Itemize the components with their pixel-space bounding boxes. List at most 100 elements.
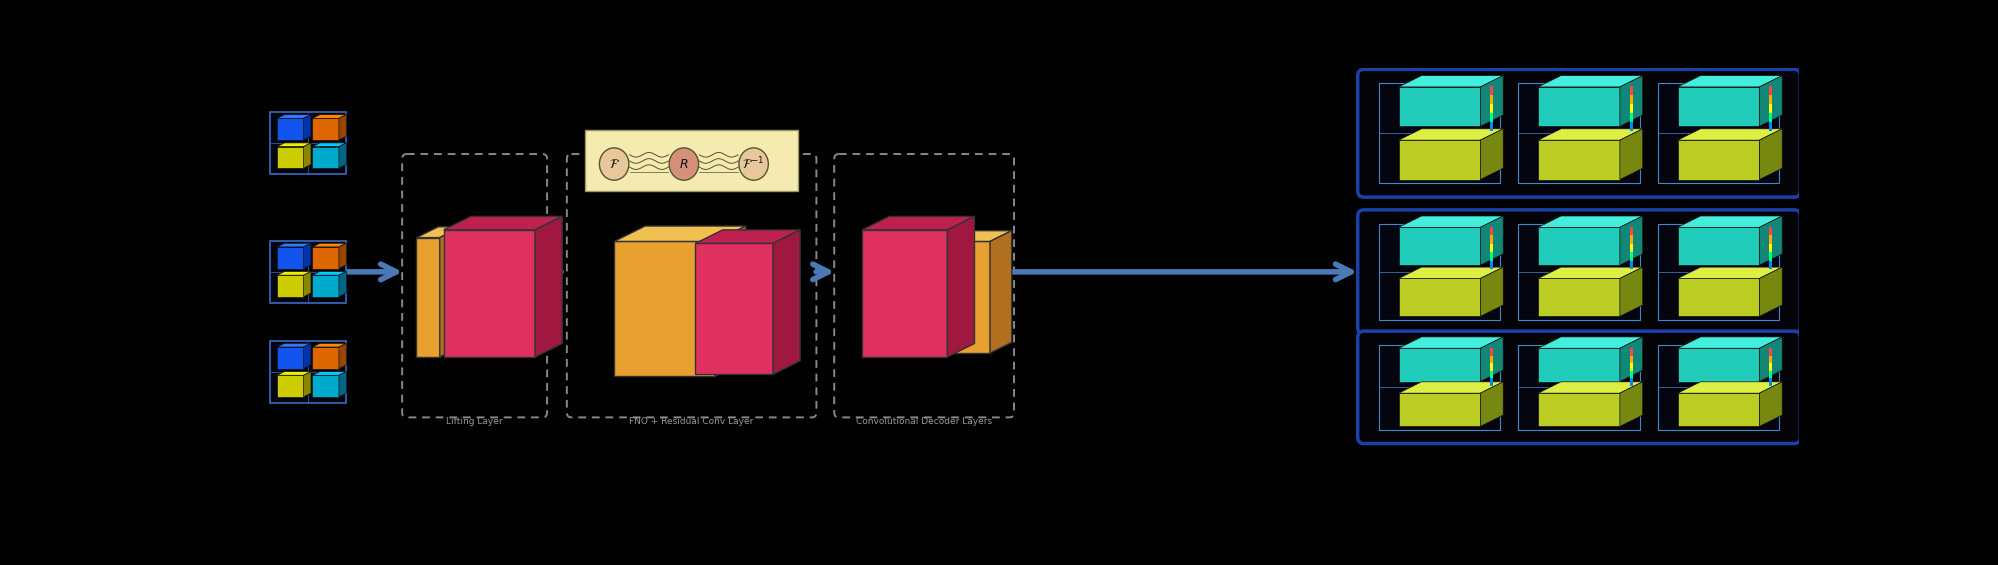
FancyBboxPatch shape [1628, 113, 1632, 122]
Polygon shape [1536, 267, 1642, 279]
FancyBboxPatch shape [1628, 378, 1632, 385]
FancyBboxPatch shape [1491, 253, 1493, 261]
Polygon shape [312, 247, 340, 268]
Polygon shape [1676, 216, 1782, 227]
Polygon shape [304, 344, 312, 368]
Text: $\mathcal{F}$: $\mathcal{F}$ [607, 158, 619, 171]
FancyBboxPatch shape [1628, 227, 1632, 236]
FancyBboxPatch shape [1516, 345, 1638, 430]
FancyBboxPatch shape [1628, 355, 1632, 363]
FancyBboxPatch shape [1656, 83, 1778, 183]
FancyBboxPatch shape [1768, 253, 1772, 261]
FancyBboxPatch shape [270, 112, 346, 174]
Polygon shape [278, 115, 312, 118]
Polygon shape [1758, 337, 1782, 381]
Polygon shape [278, 247, 304, 268]
Polygon shape [278, 244, 312, 247]
Polygon shape [340, 115, 346, 140]
FancyBboxPatch shape [1628, 244, 1632, 253]
Polygon shape [773, 230, 799, 374]
FancyBboxPatch shape [1491, 122, 1493, 131]
Polygon shape [304, 115, 312, 140]
FancyBboxPatch shape [1491, 113, 1493, 122]
FancyBboxPatch shape [1379, 83, 1500, 183]
Polygon shape [1536, 140, 1618, 180]
Polygon shape [1618, 216, 1642, 265]
FancyBboxPatch shape [1768, 348, 1772, 355]
Polygon shape [278, 372, 312, 375]
FancyBboxPatch shape [270, 341, 346, 403]
Polygon shape [1676, 279, 1758, 316]
FancyBboxPatch shape [1628, 95, 1632, 104]
Polygon shape [1676, 393, 1758, 427]
FancyBboxPatch shape [1768, 122, 1772, 131]
FancyBboxPatch shape [1491, 227, 1493, 236]
Polygon shape [1676, 140, 1758, 180]
FancyBboxPatch shape [1491, 355, 1493, 363]
FancyBboxPatch shape [1516, 83, 1638, 183]
Polygon shape [1758, 382, 1782, 427]
FancyBboxPatch shape [1628, 371, 1632, 378]
Polygon shape [1399, 337, 1502, 348]
Polygon shape [1618, 382, 1642, 427]
Polygon shape [1618, 129, 1642, 180]
Polygon shape [1481, 76, 1502, 127]
Polygon shape [1399, 267, 1502, 279]
Polygon shape [312, 146, 340, 168]
FancyBboxPatch shape [1768, 244, 1772, 253]
Polygon shape [1399, 216, 1502, 227]
Polygon shape [440, 227, 462, 357]
FancyBboxPatch shape [1491, 261, 1493, 270]
Polygon shape [278, 344, 312, 347]
Polygon shape [989, 231, 1011, 353]
FancyBboxPatch shape [1656, 345, 1778, 430]
Polygon shape [1481, 129, 1502, 180]
Polygon shape [1399, 382, 1502, 393]
FancyBboxPatch shape [1768, 113, 1772, 122]
Polygon shape [340, 143, 346, 168]
FancyBboxPatch shape [1491, 244, 1493, 253]
FancyBboxPatch shape [1491, 363, 1493, 371]
FancyBboxPatch shape [1357, 210, 1800, 334]
FancyBboxPatch shape [1628, 104, 1632, 113]
FancyBboxPatch shape [1768, 86, 1772, 95]
FancyBboxPatch shape [1768, 95, 1772, 104]
Polygon shape [951, 241, 989, 353]
Polygon shape [1536, 382, 1642, 393]
Polygon shape [312, 118, 340, 140]
Polygon shape [1676, 337, 1782, 348]
Polygon shape [312, 347, 340, 368]
FancyBboxPatch shape [1379, 345, 1500, 430]
Polygon shape [1536, 393, 1618, 427]
FancyBboxPatch shape [1768, 371, 1772, 378]
Polygon shape [1536, 348, 1618, 381]
FancyBboxPatch shape [585, 130, 797, 190]
Polygon shape [1676, 227, 1758, 265]
Polygon shape [304, 271, 312, 297]
FancyBboxPatch shape [1628, 122, 1632, 131]
FancyBboxPatch shape [1628, 261, 1632, 270]
FancyBboxPatch shape [1656, 224, 1778, 320]
Polygon shape [312, 115, 346, 118]
Polygon shape [1399, 227, 1481, 265]
FancyBboxPatch shape [1491, 236, 1493, 244]
Polygon shape [1676, 87, 1758, 127]
Polygon shape [278, 375, 304, 397]
Polygon shape [340, 344, 346, 368]
Polygon shape [1618, 76, 1642, 127]
Polygon shape [340, 244, 346, 268]
FancyBboxPatch shape [1628, 86, 1632, 95]
FancyBboxPatch shape [1491, 86, 1493, 95]
Polygon shape [278, 118, 304, 140]
Polygon shape [1758, 129, 1782, 180]
Polygon shape [1536, 227, 1618, 265]
FancyBboxPatch shape [1768, 378, 1772, 385]
Polygon shape [1536, 129, 1642, 140]
FancyBboxPatch shape [1628, 363, 1632, 371]
Polygon shape [947, 216, 973, 357]
FancyBboxPatch shape [1628, 348, 1632, 355]
Polygon shape [304, 244, 312, 268]
Polygon shape [1399, 348, 1481, 381]
FancyBboxPatch shape [1768, 261, 1772, 270]
Polygon shape [304, 143, 312, 168]
